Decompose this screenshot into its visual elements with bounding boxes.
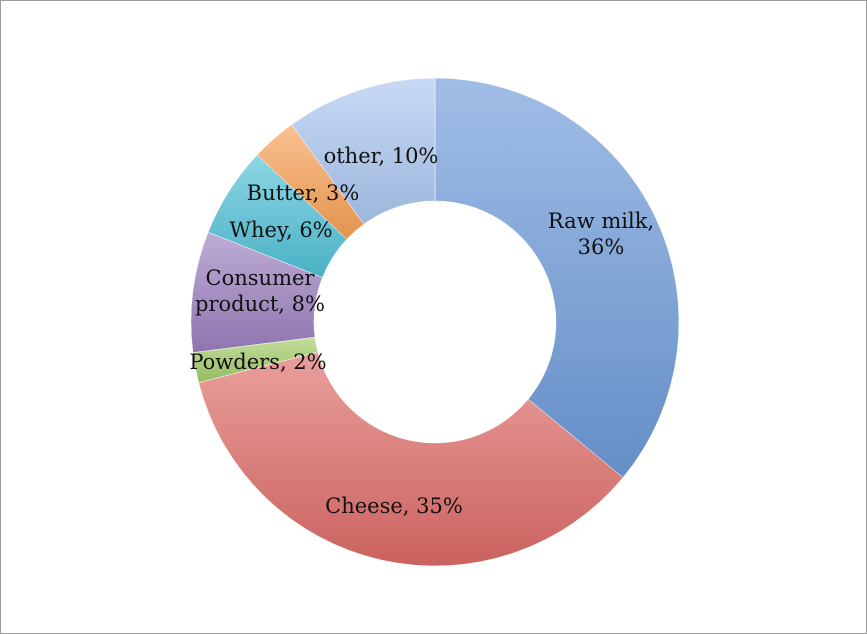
slice-other [291, 77, 436, 225]
data-label-cheese: Cheese, 35% [325, 494, 463, 518]
slice-cheese [198, 351, 624, 567]
data-label-consumer-product: Consumer product, 8% [195, 266, 325, 316]
data-label-butter: Butter, 3% [247, 181, 360, 205]
data-label-whey: Whey, 6% [229, 218, 332, 242]
data-label-powders: Powders, 2% [189, 350, 326, 374]
slice-raw-milk [434, 77, 680, 478]
data-label-other: other, 10% [324, 144, 439, 168]
data-label-raw-milk: Raw milk, 36% [548, 209, 654, 259]
